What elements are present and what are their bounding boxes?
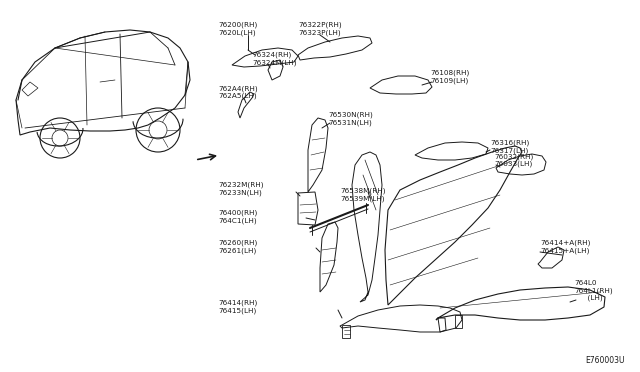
Text: 76414(RH)
76415(LH): 76414(RH) 76415(LH) bbox=[218, 300, 257, 314]
Text: 762A4(RH)
762A5(LH): 762A4(RH) 762A5(LH) bbox=[218, 85, 258, 99]
Text: 76108(RH)
76109(LH): 76108(RH) 76109(LH) bbox=[430, 70, 469, 84]
Text: 76414+A(RH)
76415+A(LH): 76414+A(RH) 76415+A(LH) bbox=[540, 240, 590, 254]
Text: 76400(RH)
764C1(LH): 76400(RH) 764C1(LH) bbox=[218, 210, 257, 224]
Text: 76200(RH)
7620L(LH): 76200(RH) 7620L(LH) bbox=[218, 22, 257, 36]
Text: 76232M(RH)
76233N(LH): 76232M(RH) 76233N(LH) bbox=[218, 182, 264, 196]
Text: 76316(RH)
76317(LH): 76316(RH) 76317(LH) bbox=[490, 140, 529, 154]
Text: 76260(RH)
76261(LH): 76260(RH) 76261(LH) bbox=[218, 240, 257, 254]
Text: 76324(RH)
76324M(LH): 76324(RH) 76324M(LH) bbox=[252, 52, 296, 66]
Text: 764L0
764L1(RH)
      (LH): 764L0 764L1(RH) (LH) bbox=[574, 280, 612, 301]
Text: 76538M(RH)
76539M(LH): 76538M(RH) 76539M(LH) bbox=[340, 188, 385, 202]
Text: E760003U: E760003U bbox=[586, 356, 625, 365]
Text: 76530N(RH)
76531N(LH): 76530N(RH) 76531N(LH) bbox=[328, 112, 372, 126]
Text: 76032(RH)
76033(LH): 76032(RH) 76033(LH) bbox=[494, 153, 533, 167]
Text: 76322P(RH)
76323P(LH): 76322P(RH) 76323P(LH) bbox=[298, 22, 342, 36]
